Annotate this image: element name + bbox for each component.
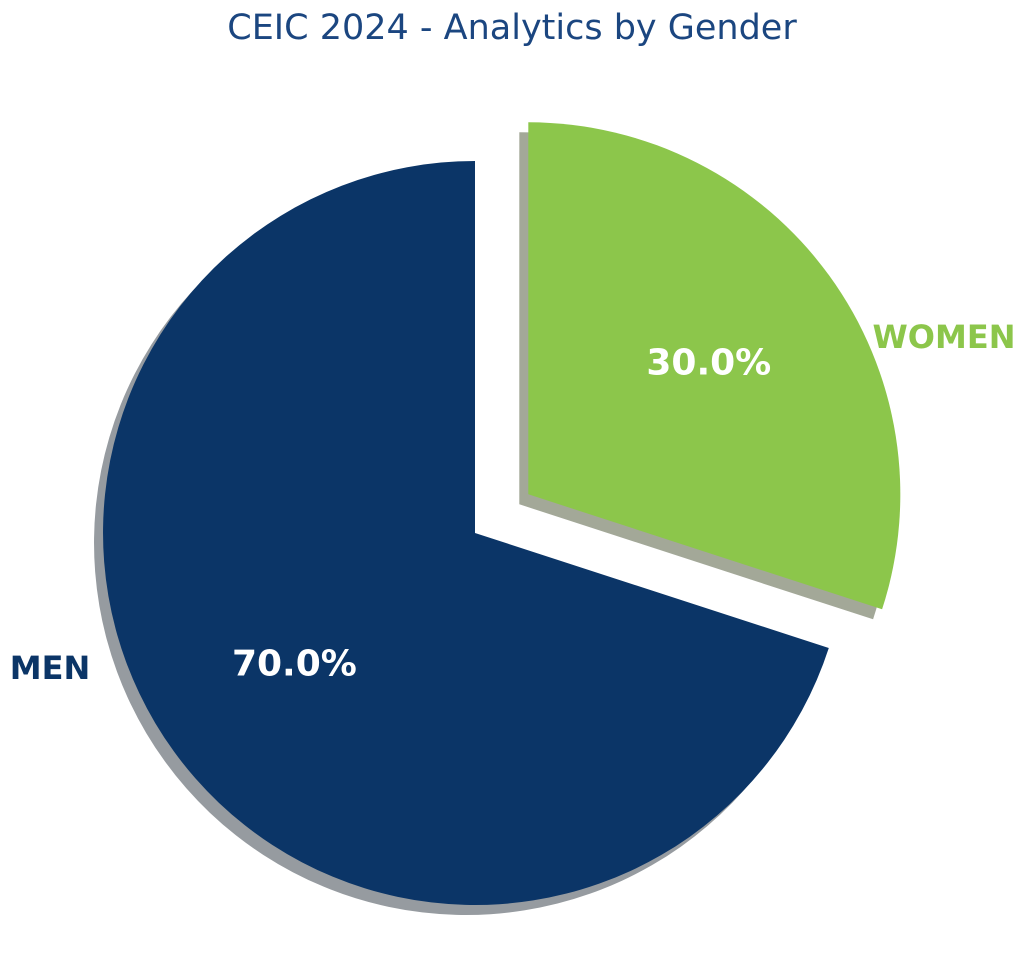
pie-slice-women [528,122,901,610]
pie-slice-men [103,161,829,906]
slice-label-women: WOMEN [873,318,1016,356]
chart-title: CEIC 2024 - Analytics by Gender [227,8,797,48]
slice-label-men: MEN [10,649,90,687]
pct-label-men: 70.0% [232,644,357,685]
pct-label-women: 30.0% [646,343,771,384]
